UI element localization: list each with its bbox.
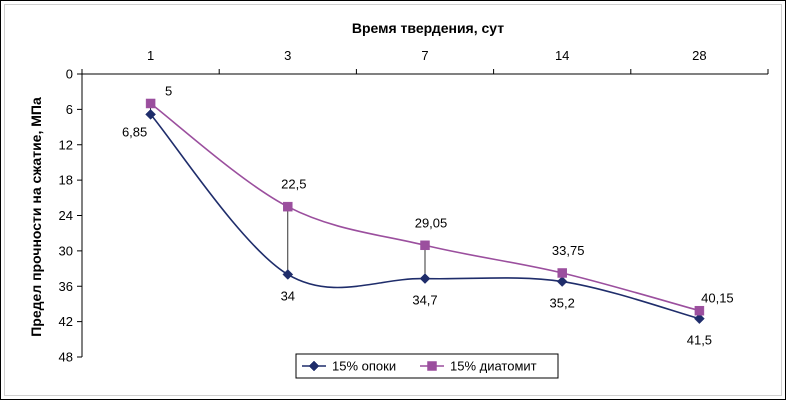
legend-label: 15% диатомит	[450, 359, 537, 374]
data-label: 40,15	[701, 291, 734, 306]
data-point	[420, 240, 430, 251]
plot-frame	[4, 4, 782, 396]
x-tick-label: 3	[284, 48, 291, 63]
y-tick-label: 42	[59, 314, 73, 329]
data-point	[145, 98, 156, 109]
y-tick-label: 0	[66, 67, 73, 82]
data-point	[283, 201, 293, 212]
data-point	[694, 313, 705, 325]
y-tick-label: 36	[59, 279, 73, 294]
x-tick-label: 14	[555, 48, 569, 63]
x-tick-label: 28	[692, 48, 706, 63]
y-axis-title: Предел прочности на сжатие, МПа	[28, 97, 44, 337]
data-label: 29,05	[415, 215, 448, 230]
x-axis-title: Время твердения, сут	[352, 20, 504, 36]
legend: 15% опоки 15% диатомит	[295, 353, 559, 379]
series-line	[149, 113, 700, 320]
legend-label: 15% опоки	[332, 359, 396, 374]
series-layer: 6,85 34 34,7 35,2 41,5 5 22,5 29,05 33,75 40,15	[122, 83, 734, 347]
data-label: 41,5	[687, 333, 712, 348]
series-line	[150, 102, 700, 312]
data-label: 22,5	[281, 177, 306, 192]
data-point	[419, 273, 431, 284]
y-tick-label: 30	[59, 243, 73, 258]
data-label: 6,85	[122, 124, 147, 139]
y-tick-label: 12	[59, 137, 73, 152]
data-point	[282, 269, 294, 280]
data-label: 34	[281, 288, 295, 303]
data-label: 34,7	[412, 293, 437, 308]
data-label: 35,2	[550, 296, 575, 311]
x-tick-label: 7	[421, 48, 428, 63]
legend-swatch-marker	[308, 360, 320, 372]
axes: 1 3 7 14 28 0 6 12 18 24 30 36 42 48	[59, 48, 769, 365]
y-tick-label: 18	[59, 173, 73, 188]
legend-swatch-marker	[427, 361, 437, 371]
y-tick-label: 48	[59, 350, 73, 365]
data-point	[556, 276, 568, 287]
data-point	[694, 305, 705, 316]
y-tick-label: 24	[59, 208, 73, 223]
y-tick-label: 6	[66, 102, 73, 117]
data-label: 33,75	[552, 243, 585, 258]
data-label: 5	[165, 83, 172, 98]
data-point	[557, 268, 567, 278]
x-tick-label: 1	[147, 48, 154, 63]
data-point	[145, 109, 156, 120]
